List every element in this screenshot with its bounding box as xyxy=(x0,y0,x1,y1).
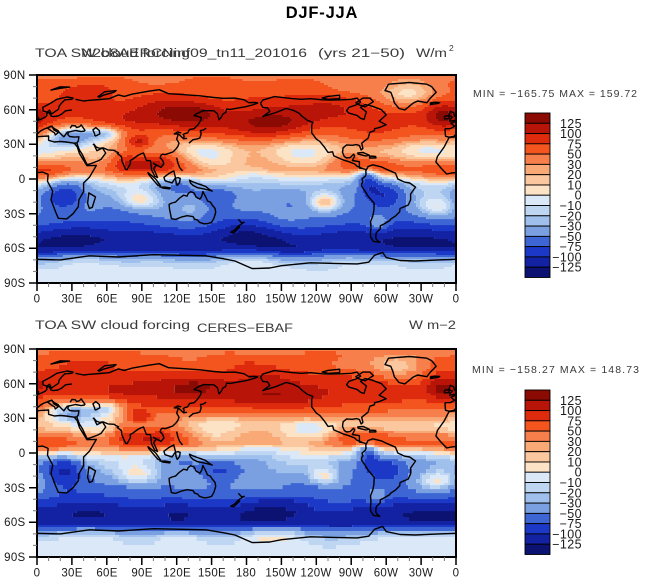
svg-text:TOA SW cloud forcing: TOA SW cloud forcing xyxy=(35,320,190,332)
svg-text:−30: −30 xyxy=(560,220,582,234)
svg-text:50: 50 xyxy=(567,148,582,162)
svg-text:100: 100 xyxy=(560,404,582,418)
svg-text:60N: 60N xyxy=(4,105,26,117)
svg-text:60E: 60E xyxy=(96,294,117,306)
svg-text:(yrs 21−50): (yrs 21−50) xyxy=(318,48,405,60)
svg-text:−50: −50 xyxy=(560,230,582,244)
svg-text:120W: 120W xyxy=(300,294,331,306)
svg-text:75: 75 xyxy=(567,414,582,428)
svg-text:60S: 60S xyxy=(4,517,25,529)
svg-text:−10: −10 xyxy=(560,199,582,213)
svg-text:2: 2 xyxy=(449,43,454,53)
svg-text:−75: −75 xyxy=(560,517,582,531)
svg-text:10: 10 xyxy=(567,179,582,193)
svg-text:−10: −10 xyxy=(560,476,582,490)
svg-text:30N: 30N xyxy=(4,139,26,151)
svg-text:−50: −50 xyxy=(560,507,582,521)
svg-text:30E: 30E xyxy=(61,568,82,580)
svg-text:0: 0 xyxy=(19,448,26,460)
svg-text:MIN = −165.75 MAX = 159.72: MIN = −165.75 MAX = 159.72 xyxy=(473,88,637,100)
svg-text:30W: 30W xyxy=(409,568,434,580)
svg-text:20: 20 xyxy=(567,445,582,459)
svg-text:90E: 90E xyxy=(131,294,152,306)
svg-text:75: 75 xyxy=(567,137,582,151)
svg-text:60S: 60S xyxy=(4,243,25,255)
svg-text:90W: 90W xyxy=(339,568,364,580)
svg-text:−75: −75 xyxy=(560,240,582,254)
svg-text:−125: −125 xyxy=(552,538,582,552)
svg-text:90S: 90S xyxy=(4,552,25,564)
svg-text:0: 0 xyxy=(575,189,582,203)
svg-text:N2b8AERCNinf09_tn11_201016: N2b8AERCNinf09_tn11_201016 xyxy=(81,48,307,60)
svg-text:100: 100 xyxy=(560,127,582,141)
svg-text:30N: 30N xyxy=(4,413,26,425)
svg-text:0: 0 xyxy=(453,568,460,580)
svg-text:−125: −125 xyxy=(552,261,582,275)
svg-text:120W: 120W xyxy=(300,568,331,580)
svg-text:−30: −30 xyxy=(560,497,582,511)
svg-text:90E: 90E xyxy=(131,568,152,580)
svg-text:60W: 60W xyxy=(374,294,399,306)
svg-text:90N: 90N xyxy=(4,70,26,82)
svg-text:30W: 30W xyxy=(409,294,434,306)
svg-text:10: 10 xyxy=(567,456,582,470)
svg-text:−100: −100 xyxy=(552,527,582,541)
svg-text:90N: 90N xyxy=(4,344,26,356)
svg-text:0: 0 xyxy=(34,568,41,580)
svg-text:30: 30 xyxy=(567,158,582,172)
svg-text:W/m: W/m xyxy=(416,48,447,60)
svg-text:60E: 60E xyxy=(96,568,117,580)
svg-text:180: 180 xyxy=(236,294,256,306)
svg-text:30S: 30S xyxy=(4,209,25,221)
svg-text:W m−2: W m−2 xyxy=(409,320,456,332)
svg-text:60W: 60W xyxy=(374,568,399,580)
svg-text:150E: 150E xyxy=(198,568,226,580)
svg-text:−100: −100 xyxy=(552,250,582,264)
svg-text:125: 125 xyxy=(560,394,582,408)
svg-text:20: 20 xyxy=(567,168,582,182)
svg-text:DJF-JJA: DJF-JJA xyxy=(286,4,359,22)
svg-text:TOA SW cloud forcing: TOA SW cloud forcing xyxy=(35,48,190,60)
svg-text:−20: −20 xyxy=(560,209,582,223)
svg-text:90S: 90S xyxy=(4,278,25,290)
svg-text:120E: 120E xyxy=(163,294,191,306)
svg-text:0: 0 xyxy=(34,294,41,306)
svg-text:−20: −20 xyxy=(560,486,582,500)
svg-text:30E: 30E xyxy=(61,294,82,306)
svg-text:50: 50 xyxy=(567,425,582,439)
svg-text:60N: 60N xyxy=(4,379,26,391)
svg-text:150W: 150W xyxy=(265,294,296,306)
svg-text:180: 180 xyxy=(236,568,256,580)
svg-text:0: 0 xyxy=(575,466,582,480)
svg-text:0: 0 xyxy=(19,174,26,186)
svg-text:0: 0 xyxy=(453,294,460,306)
svg-text:150E: 150E xyxy=(198,294,226,306)
svg-text:30: 30 xyxy=(567,435,582,449)
svg-text:150W: 150W xyxy=(265,568,296,580)
svg-text:120E: 120E xyxy=(163,568,191,580)
svg-text:90W: 90W xyxy=(339,294,364,306)
svg-text:CERES−EBAF: CERES−EBAF xyxy=(197,323,293,335)
svg-text:MIN = −158.27 MAX = 148.73: MIN = −158.27 MAX = 148.73 xyxy=(472,364,639,376)
svg-text:30S: 30S xyxy=(4,483,25,495)
svg-text:125: 125 xyxy=(560,117,582,131)
